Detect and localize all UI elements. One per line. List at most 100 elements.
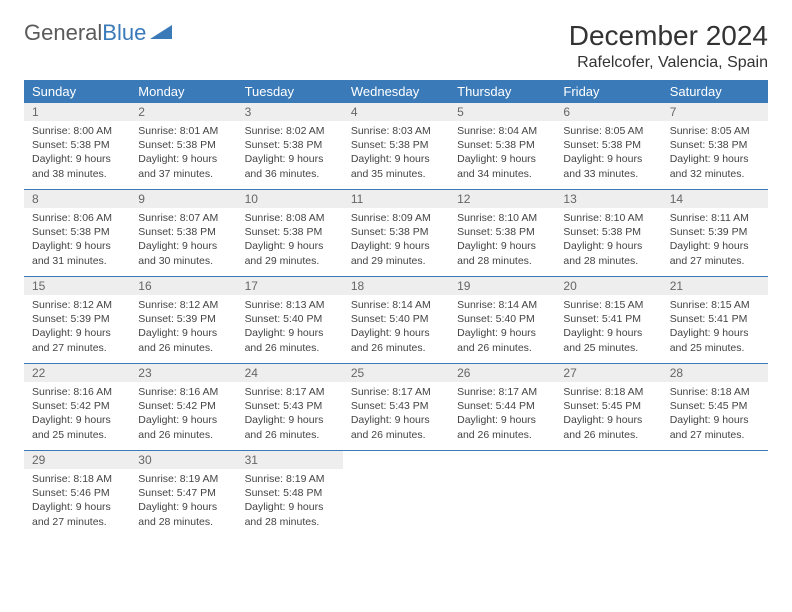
sunrise-line: Sunrise: 8:18 AM bbox=[563, 385, 653, 399]
calendar-cell: 4Sunrise: 8:03 AMSunset: 5:38 PMDaylight… bbox=[343, 103, 449, 190]
sunrise-line: Sunrise: 8:09 AM bbox=[351, 211, 441, 225]
sunrise-line: Sunrise: 8:17 AM bbox=[457, 385, 547, 399]
sunrise-line: Sunrise: 8:13 AM bbox=[245, 298, 335, 312]
day-details: Sunrise: 8:01 AMSunset: 5:38 PMDaylight:… bbox=[130, 121, 236, 187]
daylight-line: Daylight: 9 hours and 34 minutes. bbox=[457, 152, 547, 180]
sunrise-line: Sunrise: 8:11 AM bbox=[670, 211, 760, 225]
calendar-cell: 19Sunrise: 8:14 AMSunset: 5:40 PMDayligh… bbox=[449, 277, 555, 364]
day-number: 8 bbox=[24, 190, 130, 208]
day-details: Sunrise: 8:14 AMSunset: 5:40 PMDaylight:… bbox=[449, 295, 555, 361]
sunrise-line: Sunrise: 8:19 AM bbox=[245, 472, 335, 486]
calendar-week-row: 15Sunrise: 8:12 AMSunset: 5:39 PMDayligh… bbox=[24, 277, 768, 364]
sunrise-line: Sunrise: 8:05 AM bbox=[563, 124, 653, 138]
sunrise-line: Sunrise: 8:18 AM bbox=[670, 385, 760, 399]
sunrise-line: Sunrise: 8:12 AM bbox=[32, 298, 122, 312]
calendar-cell: 18Sunrise: 8:14 AMSunset: 5:40 PMDayligh… bbox=[343, 277, 449, 364]
day-details: Sunrise: 8:03 AMSunset: 5:38 PMDaylight:… bbox=[343, 121, 449, 187]
day-header: Tuesday bbox=[237, 80, 343, 103]
calendar-week-row: 1Sunrise: 8:00 AMSunset: 5:38 PMDaylight… bbox=[24, 103, 768, 190]
logo-text-2: Blue bbox=[102, 20, 146, 46]
sunset-line: Sunset: 5:38 PM bbox=[32, 225, 122, 239]
day-number: 20 bbox=[555, 277, 661, 295]
daylight-line: Daylight: 9 hours and 26 minutes. bbox=[457, 413, 547, 441]
calendar-cell: 17Sunrise: 8:13 AMSunset: 5:40 PMDayligh… bbox=[237, 277, 343, 364]
calendar-cell: 24Sunrise: 8:17 AMSunset: 5:43 PMDayligh… bbox=[237, 364, 343, 451]
title-block: December 2024 Rafelcofer, Valencia, Spai… bbox=[569, 20, 768, 72]
day-details: Sunrise: 8:06 AMSunset: 5:38 PMDaylight:… bbox=[24, 208, 130, 274]
calendar-cell: 23Sunrise: 8:16 AMSunset: 5:42 PMDayligh… bbox=[130, 364, 236, 451]
sunrise-line: Sunrise: 8:15 AM bbox=[563, 298, 653, 312]
day-header: Friday bbox=[555, 80, 661, 103]
sunrise-line: Sunrise: 8:12 AM bbox=[138, 298, 228, 312]
day-header: Monday bbox=[130, 80, 236, 103]
daylight-line: Daylight: 9 hours and 37 minutes. bbox=[138, 152, 228, 180]
day-details: Sunrise: 8:10 AMSunset: 5:38 PMDaylight:… bbox=[449, 208, 555, 274]
calendar-table: Sunday Monday Tuesday Wednesday Thursday… bbox=[24, 80, 768, 537]
day-number: 21 bbox=[662, 277, 768, 295]
sunrise-line: Sunrise: 8:08 AM bbox=[245, 211, 335, 225]
sunset-line: Sunset: 5:42 PM bbox=[138, 399, 228, 413]
calendar-cell: 21Sunrise: 8:15 AMSunset: 5:41 PMDayligh… bbox=[662, 277, 768, 364]
sunset-line: Sunset: 5:39 PM bbox=[138, 312, 228, 326]
calendar-cell: 1Sunrise: 8:00 AMSunset: 5:38 PMDaylight… bbox=[24, 103, 130, 190]
day-number: 19 bbox=[449, 277, 555, 295]
day-details: Sunrise: 8:08 AMSunset: 5:38 PMDaylight:… bbox=[237, 208, 343, 274]
sunset-line: Sunset: 5:45 PM bbox=[563, 399, 653, 413]
day-number: 24 bbox=[237, 364, 343, 382]
daylight-line: Daylight: 9 hours and 38 minutes. bbox=[32, 152, 122, 180]
sunrise-line: Sunrise: 8:16 AM bbox=[32, 385, 122, 399]
daylight-line: Daylight: 9 hours and 26 minutes. bbox=[457, 326, 547, 354]
sunset-line: Sunset: 5:38 PM bbox=[245, 225, 335, 239]
calendar-cell: 28Sunrise: 8:18 AMSunset: 5:45 PMDayligh… bbox=[662, 364, 768, 451]
daylight-line: Daylight: 9 hours and 29 minutes. bbox=[351, 239, 441, 267]
day-details: Sunrise: 8:09 AMSunset: 5:38 PMDaylight:… bbox=[343, 208, 449, 274]
calendar-cell: 7Sunrise: 8:05 AMSunset: 5:38 PMDaylight… bbox=[662, 103, 768, 190]
daylight-line: Daylight: 9 hours and 27 minutes. bbox=[32, 500, 122, 528]
calendar-cell: 9Sunrise: 8:07 AMSunset: 5:38 PMDaylight… bbox=[130, 190, 236, 277]
day-number: 28 bbox=[662, 364, 768, 382]
sunset-line: Sunset: 5:38 PM bbox=[563, 138, 653, 152]
day-number: 13 bbox=[555, 190, 661, 208]
calendar-cell: 22Sunrise: 8:16 AMSunset: 5:42 PMDayligh… bbox=[24, 364, 130, 451]
daylight-line: Daylight: 9 hours and 25 minutes. bbox=[563, 326, 653, 354]
calendar-cell: 6Sunrise: 8:05 AMSunset: 5:38 PMDaylight… bbox=[555, 103, 661, 190]
calendar-cell: 16Sunrise: 8:12 AMSunset: 5:39 PMDayligh… bbox=[130, 277, 236, 364]
daylight-line: Daylight: 9 hours and 26 minutes. bbox=[245, 413, 335, 441]
calendar-cell: 11Sunrise: 8:09 AMSunset: 5:38 PMDayligh… bbox=[343, 190, 449, 277]
day-header: Saturday bbox=[662, 80, 768, 103]
calendar-cell: 5Sunrise: 8:04 AMSunset: 5:38 PMDaylight… bbox=[449, 103, 555, 190]
day-details: Sunrise: 8:15 AMSunset: 5:41 PMDaylight:… bbox=[555, 295, 661, 361]
sunrise-line: Sunrise: 8:02 AM bbox=[245, 124, 335, 138]
day-details: Sunrise: 8:17 AMSunset: 5:43 PMDaylight:… bbox=[237, 382, 343, 448]
sunset-line: Sunset: 5:45 PM bbox=[670, 399, 760, 413]
daylight-line: Daylight: 9 hours and 28 minutes. bbox=[245, 500, 335, 528]
logo: GeneralBlue bbox=[24, 20, 172, 46]
day-details: Sunrise: 8:11 AMSunset: 5:39 PMDaylight:… bbox=[662, 208, 768, 274]
calendar-cell: 2Sunrise: 8:01 AMSunset: 5:38 PMDaylight… bbox=[130, 103, 236, 190]
day-number: 1 bbox=[24, 103, 130, 121]
day-header-row: Sunday Monday Tuesday Wednesday Thursday… bbox=[24, 80, 768, 103]
day-number: 16 bbox=[130, 277, 236, 295]
calendar-cell: 20Sunrise: 8:15 AMSunset: 5:41 PMDayligh… bbox=[555, 277, 661, 364]
logo-triangle-icon bbox=[150, 19, 172, 45]
day-details: Sunrise: 8:19 AMSunset: 5:47 PMDaylight:… bbox=[130, 469, 236, 535]
day-header: Wednesday bbox=[343, 80, 449, 103]
day-number: 29 bbox=[24, 451, 130, 469]
day-details: Sunrise: 8:15 AMSunset: 5:41 PMDaylight:… bbox=[662, 295, 768, 361]
header: GeneralBlue December 2024 Rafelcofer, Va… bbox=[24, 20, 768, 72]
sunrise-line: Sunrise: 8:10 AM bbox=[457, 211, 547, 225]
daylight-line: Daylight: 9 hours and 32 minutes. bbox=[670, 152, 760, 180]
sunrise-line: Sunrise: 8:14 AM bbox=[457, 298, 547, 312]
day-details: Sunrise: 8:04 AMSunset: 5:38 PMDaylight:… bbox=[449, 121, 555, 187]
sunrise-line: Sunrise: 8:10 AM bbox=[563, 211, 653, 225]
calendar-body: 1Sunrise: 8:00 AMSunset: 5:38 PMDaylight… bbox=[24, 103, 768, 537]
location-label: Rafelcofer, Valencia, Spain bbox=[569, 54, 768, 72]
daylight-line: Daylight: 9 hours and 25 minutes. bbox=[670, 326, 760, 354]
day-details: Sunrise: 8:05 AMSunset: 5:38 PMDaylight:… bbox=[555, 121, 661, 187]
daylight-line: Daylight: 9 hours and 28 minutes. bbox=[563, 239, 653, 267]
sunrise-line: Sunrise: 8:04 AM bbox=[457, 124, 547, 138]
sunrise-line: Sunrise: 8:14 AM bbox=[351, 298, 441, 312]
sunset-line: Sunset: 5:42 PM bbox=[32, 399, 122, 413]
daylight-line: Daylight: 9 hours and 35 minutes. bbox=[351, 152, 441, 180]
day-number: 17 bbox=[237, 277, 343, 295]
